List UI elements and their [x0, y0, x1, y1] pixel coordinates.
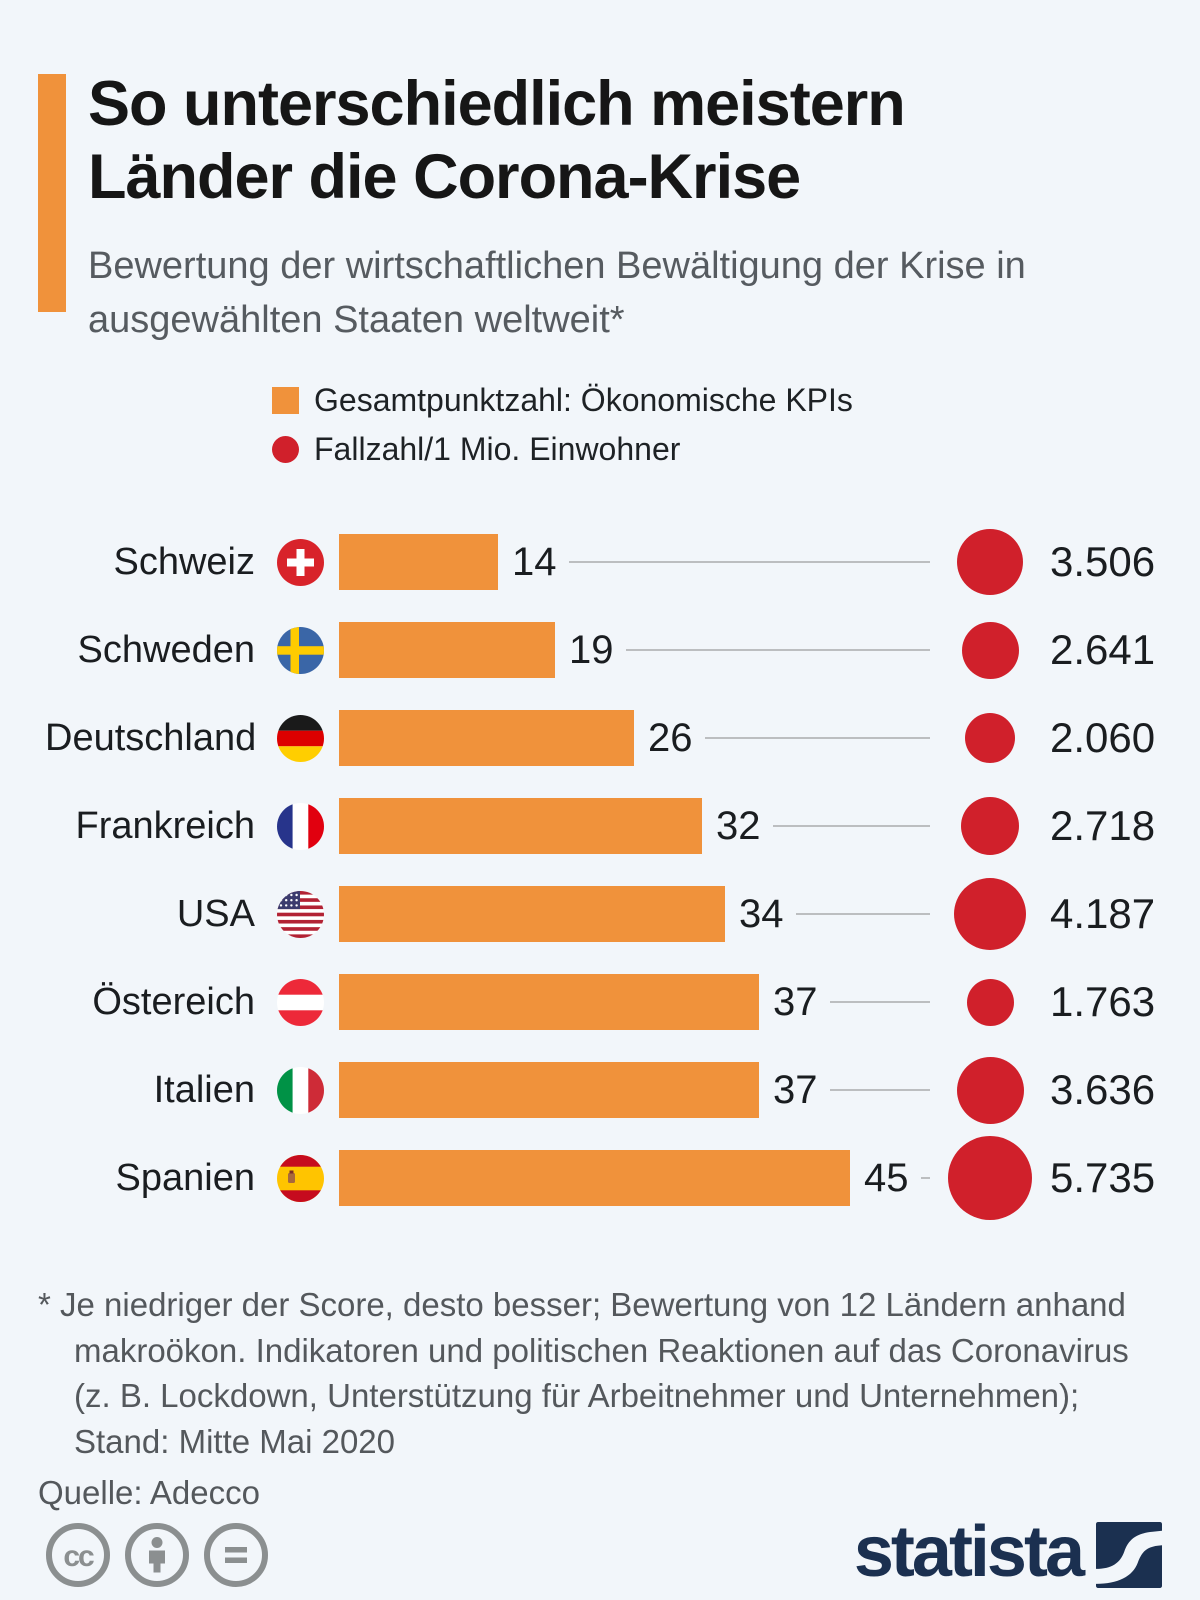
bubble-cell: [942, 621, 1038, 679]
flag-se-icon: [277, 626, 324, 674]
cases-value: 4.187: [1050, 890, 1156, 938]
legend-item-score: Gesamtpunktzahl: Ökonomische KPIs: [272, 382, 1200, 419]
cc-license-icons: cc: [45, 1522, 269, 1588]
score-value: 45: [864, 1155, 909, 1200]
legend-circle-label: Fallzahl/1 Mio. Einwohner: [314, 431, 681, 468]
flag-fr-icon: [277, 802, 324, 850]
chart-legend: Gesamtpunktzahl: Ökonomische KPIs Fallza…: [272, 382, 1200, 468]
chart-row-us: USA 34 4.187: [0, 870, 1200, 958]
score-bar: [339, 974, 759, 1031]
flag-it-icon: [277, 1066, 324, 1114]
bubble-cell: [942, 797, 1038, 856]
chart-row-ch: Schweiz 14 3.506: [0, 518, 1200, 606]
country-label: Schweden: [77, 628, 255, 671]
flag-ch-icon: [277, 538, 324, 586]
cc-by-person-icon: [125, 1523, 189, 1587]
bubble-cell: [942, 1056, 1038, 1124]
connector-line: [772, 825, 930, 828]
country-label: Schweiz: [113, 540, 256, 583]
score-bar: [339, 710, 634, 767]
legend-item-cases: Fallzahl/1 Mio. Einwohner: [272, 431, 1200, 468]
connector-line: [795, 913, 930, 916]
score-bar: [339, 1062, 759, 1119]
cases-bubble: [948, 1136, 1032, 1221]
connector-line: [568, 561, 930, 564]
score-value: 19: [569, 627, 614, 672]
bubble-cell: [942, 978, 1038, 1026]
bubble-cell: [942, 529, 1038, 596]
cases-value: 5.735: [1050, 1154, 1156, 1202]
score-value: 37: [773, 979, 818, 1024]
connector-line: [829, 1089, 930, 1092]
cases-value: 1.763: [1050, 978, 1156, 1026]
chart-row-fr: Frankreich 32 2.718: [0, 782, 1200, 870]
footer: * Je niedriger der Score, desto besser; …: [0, 1282, 1200, 1512]
header: So unterschiedlich meistern Länder die C…: [0, 0, 1200, 348]
source-line: Quelle: Adecco: [38, 1474, 260, 1512]
score-bar: [339, 886, 725, 943]
score-value: 37: [773, 1067, 818, 1112]
country-label: Deutschland: [45, 716, 257, 759]
country-label: Spanien: [115, 1156, 255, 1199]
score-bar: [339, 1150, 850, 1207]
flag-us-icon: [277, 890, 324, 938]
cases-value: 2.060: [1050, 714, 1156, 762]
cases-bubble: [961, 621, 1019, 679]
bubble-cell: [942, 878, 1038, 951]
score-value: 34: [739, 891, 784, 936]
page-title: So unterschiedlich meistern Länder die C…: [88, 69, 906, 213]
chart-row-it: Italien 37 3.636: [0, 1046, 1200, 1134]
score-bar: [339, 622, 555, 679]
circle-swatch-icon: [272, 436, 299, 464]
cc-icon: cc: [46, 1523, 110, 1587]
cases-bubble: [965, 713, 1015, 764]
cases-value: 2.641: [1050, 626, 1156, 674]
legend-bar-label: Gesamtpunktzahl: Ökonomische KPIs: [314, 382, 853, 419]
cases-bubble: [954, 878, 1026, 951]
country-label: Frankreich: [75, 804, 256, 847]
bubble-cell: [942, 713, 1038, 764]
cases-value: 3.636: [1050, 1066, 1156, 1114]
score-value: 32: [716, 803, 761, 848]
country-label: USA: [176, 892, 255, 935]
connector-line: [829, 1001, 930, 1004]
connector-line: [704, 737, 930, 740]
statista-logo: statista: [854, 1516, 1162, 1594]
connector-line: [625, 649, 930, 652]
score-bar: [339, 534, 498, 591]
chart-row-es: Spanien 45 5.735: [0, 1134, 1200, 1222]
bubble-cell: [942, 1136, 1038, 1221]
cc-nd-equals-icon: [204, 1523, 268, 1587]
title-accent-bar: [38, 74, 66, 312]
cases-bubble: [957, 529, 1023, 596]
statista-mark-icon: [1096, 1522, 1162, 1588]
score-value: 26: [648, 715, 693, 760]
bottom-bar: cc statista: [45, 1516, 1162, 1594]
bar-swatch-icon: [272, 387, 299, 415]
footnote: * Je niedriger der Score, desto besser; …: [38, 1286, 1129, 1460]
score-value: 14: [512, 539, 557, 584]
country-label: Italien: [153, 1068, 255, 1111]
statista-wordmark: statista: [853, 1512, 1085, 1592]
connector-line: [920, 1177, 930, 1180]
chart-row-se: Schweden 19 2.641: [0, 606, 1200, 694]
score-bar: [339, 798, 702, 855]
svg-text:cc: cc: [63, 1540, 94, 1573]
cases-bubble: [961, 797, 1019, 856]
cases-value: 2.718: [1050, 802, 1156, 850]
page-subtitle: Bewertung der wirtschaftlichen Bewältigu…: [88, 245, 1026, 342]
bar-bubble-chart: Schweiz 14 3.506 Schweden 19 2.641 Deutschland…: [0, 518, 1200, 1222]
flag-es-icon: [277, 1154, 324, 1202]
flag-at-icon: [277, 978, 324, 1026]
cases-bubble: [966, 978, 1014, 1026]
chart-row-de: Deutschland 26 2.060: [0, 694, 1200, 782]
flag-de-icon: [277, 714, 324, 762]
cases-value: 3.506: [1050, 538, 1156, 586]
country-label: Östereich: [92, 980, 255, 1023]
chart-row-at: Östereich 37 1.763: [0, 958, 1200, 1046]
cases-bubble: [956, 1056, 1024, 1124]
